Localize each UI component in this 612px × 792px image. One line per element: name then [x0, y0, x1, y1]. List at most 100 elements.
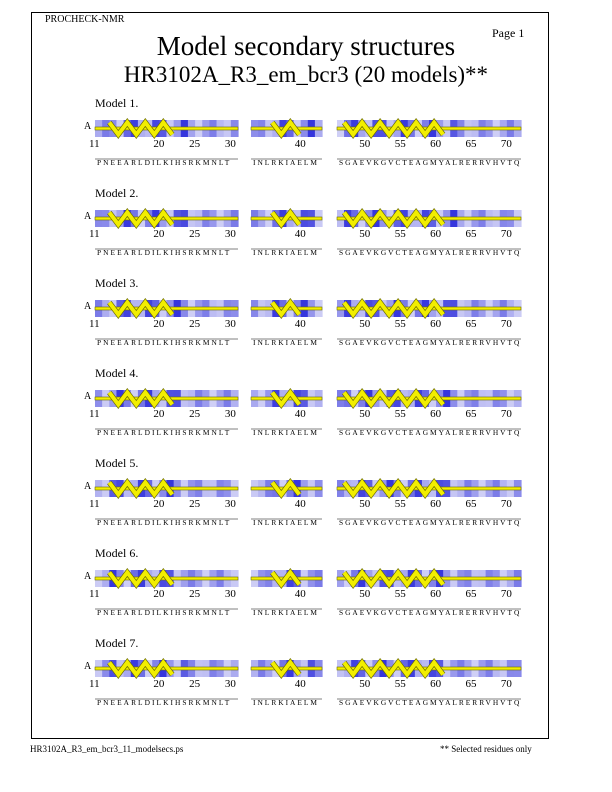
- structure-band: [94, 568, 239, 610]
- sequence-text: SGAEVKGVCTEAGMYALRERRVHVTQ: [339, 428, 522, 437]
- sequence-text: INLRKIAELM: [253, 518, 319, 527]
- sequence-text: SGAEVKGVCTEAGMYALRERRVHVTQ: [339, 698, 522, 707]
- sequence-text: INLRKIAELM: [253, 158, 319, 167]
- residue-tick-label: 11: [89, 318, 100, 330]
- helix-ribbon: [107, 659, 174, 678]
- residue-tick-label: 60: [430, 588, 442, 600]
- sequence-text: INLRKIAELM: [253, 248, 319, 257]
- model-label: Model 7.: [95, 636, 139, 650]
- residue-tick-label: 70: [500, 408, 512, 420]
- structure-band: [250, 478, 323, 520]
- structure-band: [250, 118, 323, 160]
- residue-tick-label: 30: [224, 318, 236, 330]
- residue-tick-label: 11: [89, 498, 100, 510]
- helix-ribbon: [270, 479, 301, 498]
- sequence-text: PNEEARLDILKIHSRKMNLT: [97, 608, 232, 617]
- residue-tick-label: 11: [89, 138, 100, 150]
- residue-tick-label: 55: [394, 228, 406, 240]
- structure-band: [336, 478, 522, 520]
- residue-tick-label: 30: [224, 228, 236, 240]
- helix-ribbon: [342, 389, 445, 408]
- residue-tick-label: 25: [189, 588, 201, 600]
- helix-ribbon: [270, 119, 301, 138]
- helix-ribbon: [107, 569, 174, 588]
- residue-tick-label: 30: [224, 498, 236, 510]
- residue-tick-label: 65: [465, 228, 477, 240]
- helix-ribbon: [107, 479, 174, 498]
- residue-tick-label: 20: [153, 588, 165, 600]
- residue-tick-label: 70: [500, 678, 512, 690]
- residue-tick-label: 50: [359, 678, 371, 690]
- helix-ribbon: [342, 479, 445, 498]
- helix-ribbon: [342, 119, 445, 138]
- structure-band: [250, 658, 323, 700]
- structure-band: [336, 208, 522, 250]
- model-label: Model 3.: [95, 276, 139, 290]
- residue-tick-label: 50: [359, 588, 371, 600]
- residue-tick-label: 60: [430, 138, 442, 150]
- residue-tick-label: 11: [89, 228, 100, 240]
- residue-tick-label: 60: [430, 678, 442, 690]
- model-label: Model 2.: [95, 186, 139, 200]
- sequence-text: SGAEVKGVCTEAGMYALRERRVHVTQ: [339, 518, 522, 527]
- footer-filename: HR3102A_R3_em_bcr3_11_modelsecs.ps: [30, 744, 184, 754]
- structure-band: [336, 118, 522, 160]
- chain-id-label: A: [84, 301, 92, 312]
- sequence-text: PNEEARLDILKIHSRKMNLT: [97, 338, 232, 347]
- residue-tick-label: 70: [500, 138, 512, 150]
- residue-tick-label: 70: [500, 318, 512, 330]
- residue-tick-label: 20: [153, 678, 165, 690]
- helix-ribbon: [342, 209, 445, 228]
- helix-ribbon: [270, 659, 301, 678]
- residue-tick-label: 20: [153, 318, 165, 330]
- footer-note: ** Selected residues only: [440, 744, 532, 754]
- residue-tick-label: 40: [294, 138, 306, 150]
- residue-tick-label: 60: [430, 498, 442, 510]
- sequence-text: INLRKIAELM: [253, 428, 319, 437]
- sequence-text: PNEEARLDILKIHSRKMNLT: [97, 158, 232, 167]
- residue-tick-label: 55: [394, 138, 406, 150]
- model-label: Model 5.: [95, 456, 139, 470]
- sequence-text: PNEEARLDILKIHSRKMNLT: [97, 428, 232, 437]
- residue-tick-label: 50: [359, 498, 371, 510]
- chain-id-label: A: [84, 391, 92, 402]
- structure-band: [336, 298, 522, 340]
- helix-ribbon: [107, 389, 174, 408]
- structure-band: [250, 298, 323, 340]
- helix-ribbon: [342, 299, 445, 318]
- residue-tick-label: 55: [394, 498, 406, 510]
- residue-tick-label: 40: [294, 678, 306, 690]
- residue-tick-label: 40: [294, 498, 306, 510]
- residue-tick-label: 25: [189, 498, 201, 510]
- page-border: [31, 12, 549, 739]
- helix-ribbon: [270, 299, 301, 318]
- structure-band: [250, 388, 323, 430]
- residue-tick-label: 25: [189, 318, 201, 330]
- model-label: Model 6.: [95, 546, 139, 560]
- residue-tick-label: 50: [359, 318, 371, 330]
- helix-ribbon: [342, 569, 445, 588]
- residue-tick-label: 70: [500, 588, 512, 600]
- residue-tick-label: 60: [430, 408, 442, 420]
- residue-tick-label: 11: [89, 678, 100, 690]
- chain-id-label: A: [84, 121, 92, 132]
- residue-tick-label: 50: [359, 408, 371, 420]
- helix-ribbon: [107, 119, 174, 138]
- residue-tick-label: 25: [189, 228, 201, 240]
- residue-tick-label: 20: [153, 138, 165, 150]
- sequence-text: SGAEVKGVCTEAGMYALRERRVHVTQ: [339, 608, 522, 617]
- page-subtitle: HR3102A_R3_em_bcr3 (20 models)**: [123, 62, 489, 87]
- residue-tick-label: 25: [189, 408, 201, 420]
- sequence-text: INLRKIAELM: [253, 608, 319, 617]
- residue-tick-label: 40: [294, 588, 306, 600]
- structure-band: [94, 478, 239, 520]
- residue-tick-label: 65: [465, 138, 477, 150]
- residue-tick-label: 30: [224, 408, 236, 420]
- page-number: Page 1: [492, 26, 525, 40]
- residue-tick-label: 65: [465, 318, 477, 330]
- page-title: Model secondary structures: [156, 31, 456, 61]
- residue-tick-label: 55: [394, 678, 406, 690]
- structure-band: [250, 568, 323, 610]
- sequence-text: INLRKIAELM: [253, 698, 319, 707]
- residue-tick-label: 70: [500, 498, 512, 510]
